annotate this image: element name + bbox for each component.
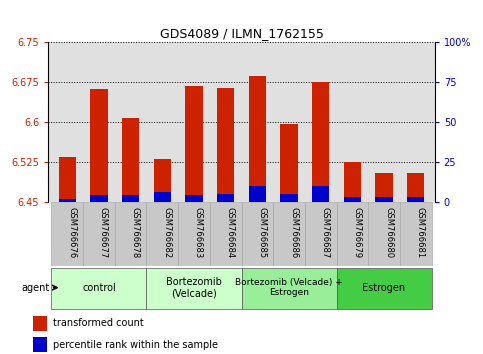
Bar xyxy=(146,202,178,266)
Bar xyxy=(337,202,368,266)
Bar xyxy=(280,194,298,202)
Text: Bortezomib (Velcade) +
Estrogen: Bortezomib (Velcade) + Estrogen xyxy=(235,278,343,297)
Bar xyxy=(58,157,76,202)
Bar xyxy=(185,195,203,202)
Bar xyxy=(58,199,76,202)
Text: GSM766685: GSM766685 xyxy=(257,207,266,258)
Bar xyxy=(343,197,361,202)
Bar xyxy=(33,337,47,352)
Bar xyxy=(52,202,83,266)
Bar xyxy=(375,197,393,202)
Bar xyxy=(400,202,431,266)
Bar xyxy=(312,82,329,202)
Text: percentile rank within the sample: percentile rank within the sample xyxy=(53,339,218,350)
Bar xyxy=(90,195,108,202)
Bar xyxy=(122,195,140,202)
Bar xyxy=(217,194,234,202)
Text: transformed count: transformed count xyxy=(53,318,144,329)
Bar xyxy=(305,202,337,266)
Bar xyxy=(368,202,400,266)
Text: Bortezomib
(Velcade): Bortezomib (Velcade) xyxy=(166,277,222,298)
Text: GSM766680: GSM766680 xyxy=(384,207,393,258)
Bar xyxy=(115,202,146,266)
Bar xyxy=(343,162,361,202)
Bar xyxy=(210,202,242,266)
Bar xyxy=(242,202,273,266)
Bar xyxy=(249,76,266,202)
Bar xyxy=(312,186,329,202)
Text: GSM766686: GSM766686 xyxy=(289,207,298,258)
Bar xyxy=(83,202,115,266)
Title: GDS4089 / ILMN_1762155: GDS4089 / ILMN_1762155 xyxy=(159,27,324,40)
Text: control: control xyxy=(82,282,116,293)
Text: agent: agent xyxy=(21,282,49,293)
Bar xyxy=(280,124,298,202)
Text: GSM766677: GSM766677 xyxy=(99,207,108,258)
Bar xyxy=(249,186,266,202)
FancyBboxPatch shape xyxy=(52,268,146,309)
Text: GSM766678: GSM766678 xyxy=(130,207,140,258)
Text: Estrogen: Estrogen xyxy=(362,282,406,293)
Text: GSM766681: GSM766681 xyxy=(416,207,425,258)
Bar xyxy=(375,173,393,202)
Bar xyxy=(90,89,108,202)
Bar xyxy=(185,86,203,202)
FancyBboxPatch shape xyxy=(146,268,242,309)
Bar xyxy=(154,159,171,202)
FancyBboxPatch shape xyxy=(242,268,337,309)
Bar xyxy=(122,119,140,202)
Text: GSM766684: GSM766684 xyxy=(226,207,235,258)
Bar xyxy=(154,192,171,202)
FancyBboxPatch shape xyxy=(337,268,431,309)
Text: GSM766676: GSM766676 xyxy=(67,207,76,258)
Text: GSM766679: GSM766679 xyxy=(353,207,361,258)
Text: GSM766682: GSM766682 xyxy=(162,207,171,258)
Bar xyxy=(33,316,47,331)
Bar xyxy=(217,88,234,202)
Bar xyxy=(178,202,210,266)
Bar xyxy=(407,173,425,202)
Bar xyxy=(273,202,305,266)
Bar xyxy=(407,197,425,202)
Text: GSM766683: GSM766683 xyxy=(194,207,203,258)
Text: GSM766687: GSM766687 xyxy=(321,207,330,258)
